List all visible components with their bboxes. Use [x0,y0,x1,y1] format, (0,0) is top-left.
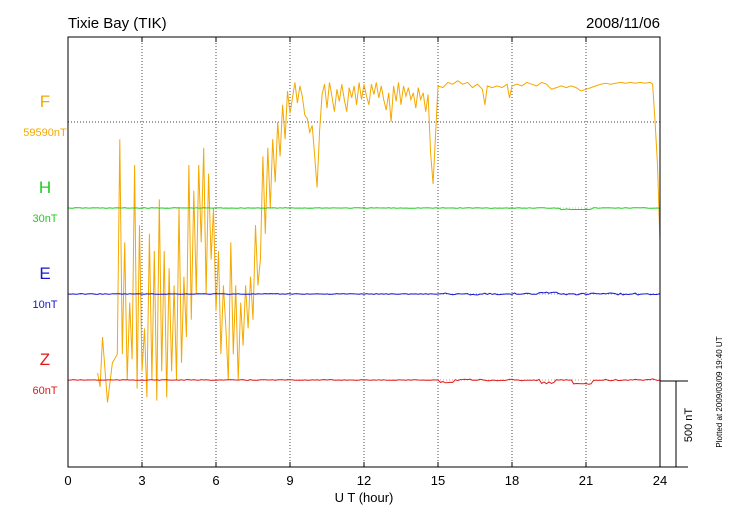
x-tick-label: 9 [286,473,293,488]
date-label: 2008/11/06 [586,15,660,32]
series-name-f: F [40,92,50,111]
x-axis: 0 3 6 9 12 15 18 21 24 [64,37,667,488]
x-tick-label: 0 [64,473,71,488]
series-scale-f: 59590nT [23,127,67,139]
series-line-f [97,80,661,403]
x-tick-label: 6 [212,473,219,488]
series-scale-h: 30nT [32,213,57,225]
x-tick-label: 3 [138,473,145,488]
scale-bar: 500 nT [660,380,695,468]
series-name-h: H [39,178,51,197]
x-axis-label: U T (hour) [335,490,394,505]
series-labels: F 59590nT H 30nT E 10nT Z 60nT [23,92,67,397]
scale-bar-label: 500 nT [683,408,695,443]
grid-lines [68,37,660,467]
series-line-e [67,291,661,296]
series-line-z [68,378,661,385]
x-tick-label: 15 [431,473,445,488]
series-name-z: Z [40,350,50,369]
series-scale-z: 60nT [32,385,57,397]
plotted-at-note: Plotted at 2009/03/09 19:40 UT [715,336,724,447]
plot-frame [67,36,661,468]
x-tick-label: 12 [357,473,371,488]
x-tick-label: 18 [505,473,519,488]
station-title: Tixie Bay (TIK) [68,15,167,32]
series-line-h [67,207,661,211]
series-name-e: E [39,264,50,283]
series-scale-e: 10nT [32,299,57,311]
x-tick-label: 21 [579,473,593,488]
series-layer [67,80,661,403]
x-tick-label: 24 [653,473,667,488]
